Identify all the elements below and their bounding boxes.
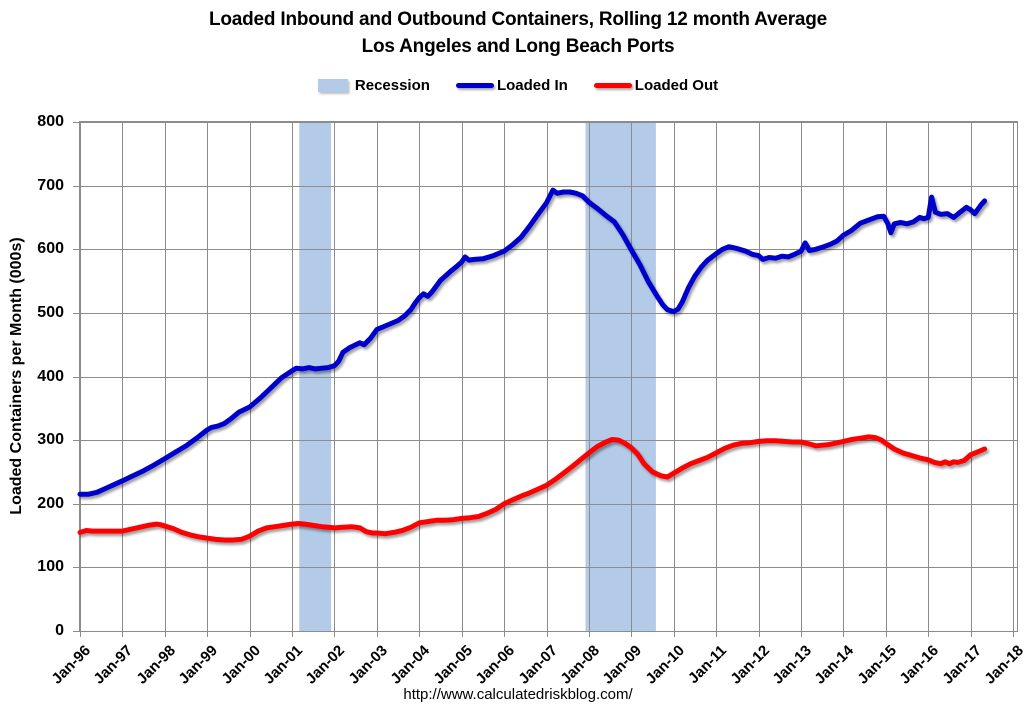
y-tick-label: 600 <box>37 240 64 258</box>
y-tick-label: 700 <box>37 176 64 194</box>
recession-band <box>299 122 332 631</box>
y-tick-label: 400 <box>37 367 64 385</box>
legend: Recession Loaded In Loaded Out <box>0 77 1036 94</box>
series-line-loaded-out <box>77 434 988 543</box>
recession-swatch <box>317 79 348 92</box>
y-tick-label: 0 <box>55 622 64 639</box>
recession-band <box>585 122 656 631</box>
series-line-loaded-in <box>77 187 988 497</box>
chart-title-line1: Loaded Inbound and Outbound Containers, … <box>208 9 828 30</box>
loaded-out-swatch <box>593 83 632 88</box>
legend-item-recession: Recession <box>317 77 430 94</box>
y-tick-label: 500 <box>37 303 64 321</box>
y-tick-label: 200 <box>37 494 64 512</box>
chart-title-line2: Los Angeles and Long Beach Ports <box>361 36 675 57</box>
legend-label-recession: Recession <box>354 77 430 94</box>
y-tick-label: 800 <box>37 113 64 130</box>
footer-url: http://www.calculatedriskblog.com/ <box>403 686 633 703</box>
y-tick-label: 100 <box>37 558 64 576</box>
legend-item-loaded-out: Loaded Out <box>593 77 719 94</box>
y-tick-label: 300 <box>37 431 64 449</box>
legend-label-loaded-in: Loaded In <box>496 77 568 94</box>
legend-label-loaded-out: Loaded Out <box>634 77 719 94</box>
loaded-in-swatch <box>455 83 494 88</box>
legend-item-loaded-in: Loaded In <box>455 77 568 94</box>
plot-border <box>79 121 1018 632</box>
